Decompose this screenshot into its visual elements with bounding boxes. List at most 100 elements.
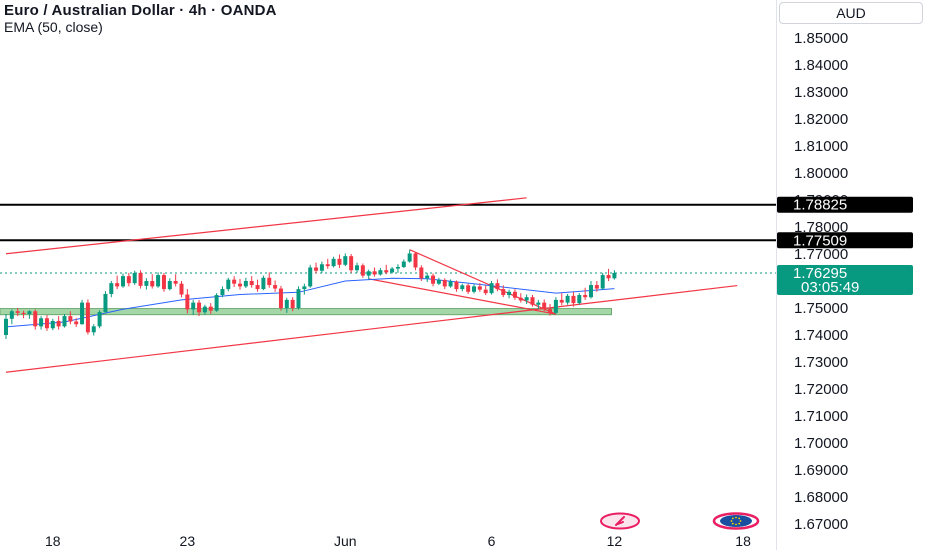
candle bbox=[355, 262, 359, 273]
level-price-label: 1.77509 bbox=[793, 232, 847, 249]
symbol-title[interactable]: Euro / Australian Dollar · 4h · OANDA bbox=[4, 2, 277, 19]
candle-body bbox=[80, 302, 85, 325]
candle-body bbox=[115, 283, 120, 287]
time-axis[interactable]: 18 23 Jun 6 12 18 bbox=[45, 533, 751, 549]
candle-body bbox=[21, 312, 26, 314]
candle bbox=[278, 285, 283, 311]
candle bbox=[489, 281, 494, 295]
candle-body bbox=[109, 283, 114, 294]
candle bbox=[571, 291, 576, 307]
candle bbox=[401, 259, 406, 269]
candle bbox=[97, 310, 102, 329]
candle-body bbox=[126, 276, 131, 284]
candle bbox=[553, 297, 558, 314]
candle bbox=[384, 264, 389, 275]
candle-body bbox=[413, 253, 418, 268]
candle-body bbox=[156, 275, 161, 287]
candle bbox=[536, 299, 541, 310]
candle-body bbox=[384, 270, 389, 273]
candle bbox=[144, 278, 149, 290]
candle bbox=[121, 273, 125, 288]
candle bbox=[80, 299, 85, 325]
price-tick-label: 1.78000 bbox=[794, 219, 848, 236]
candle bbox=[220, 286, 225, 298]
candle bbox=[261, 275, 266, 291]
candle-body bbox=[583, 295, 588, 298]
candle-body bbox=[39, 318, 44, 327]
price-tick-label: 1.72000 bbox=[794, 381, 848, 398]
trendline bbox=[5, 197, 527, 255]
candle bbox=[442, 278, 447, 290]
time-tick-label: 18 bbox=[45, 533, 61, 549]
candle-body bbox=[296, 289, 301, 308]
tv-logo-icon[interactable] bbox=[598, 512, 642, 530]
candle bbox=[360, 263, 365, 278]
candle bbox=[512, 289, 517, 300]
candle-body bbox=[220, 289, 225, 296]
candle bbox=[115, 275, 120, 290]
candle bbox=[431, 273, 436, 287]
candle-body bbox=[343, 256, 348, 265]
price-tick-label: 1.73000 bbox=[794, 354, 848, 371]
time-tick-label: 6 bbox=[488, 533, 496, 549]
candle bbox=[126, 272, 131, 287]
support-zone bbox=[0, 308, 612, 316]
candle-body bbox=[331, 258, 336, 267]
candle-body bbox=[495, 283, 500, 290]
candle bbox=[44, 315, 49, 331]
price-tick-label: 1.68000 bbox=[794, 489, 848, 506]
candle bbox=[419, 265, 424, 281]
candle bbox=[202, 304, 207, 315]
candle-body bbox=[97, 312, 102, 327]
candle bbox=[518, 293, 523, 303]
candle-body bbox=[466, 285, 471, 292]
time-tick-label: 12 bbox=[607, 533, 623, 549]
candle-body bbox=[360, 265, 365, 276]
candle bbox=[594, 281, 599, 292]
candle-body bbox=[577, 295, 582, 304]
price-tick-label: 1.84000 bbox=[794, 57, 848, 74]
candle bbox=[109, 281, 114, 298]
candle bbox=[343, 253, 348, 267]
currency-button[interactable]: AUD bbox=[779, 2, 923, 24]
candle-body bbox=[553, 299, 558, 313]
candle-body bbox=[278, 288, 283, 308]
indicator-label[interactable]: EMA (50, close) bbox=[4, 19, 103, 35]
candle-body bbox=[284, 299, 289, 308]
candle-body bbox=[536, 302, 541, 305]
candle-body bbox=[571, 295, 576, 304]
eu-flag-icon[interactable] bbox=[712, 512, 760, 530]
candle-body bbox=[197, 302, 202, 313]
candle bbox=[308, 264, 313, 288]
candle-body bbox=[530, 297, 535, 305]
candle-body bbox=[68, 316, 73, 322]
candle bbox=[85, 299, 90, 335]
candle bbox=[132, 270, 137, 285]
price-tick-label: 1.69000 bbox=[794, 462, 848, 479]
time-tick-label: 18 bbox=[735, 533, 751, 549]
candle-body bbox=[91, 326, 96, 333]
candle bbox=[530, 295, 535, 307]
candle-body bbox=[167, 281, 172, 290]
candle-body bbox=[395, 266, 400, 269]
candle-body bbox=[15, 311, 20, 313]
candle-body bbox=[132, 272, 137, 284]
candle-body bbox=[372, 271, 377, 275]
candle bbox=[21, 310, 26, 319]
price-tick-label: 1.71000 bbox=[794, 408, 848, 425]
candle-body bbox=[273, 285, 278, 289]
candle bbox=[413, 251, 418, 271]
candle bbox=[425, 272, 430, 283]
candle-body bbox=[589, 285, 593, 298]
candle bbox=[314, 262, 319, 274]
candle bbox=[33, 309, 38, 330]
level-price-badge bbox=[777, 232, 913, 249]
candle bbox=[138, 270, 143, 289]
candle-body bbox=[308, 267, 313, 287]
candle bbox=[577, 293, 582, 305]
candle bbox=[150, 274, 155, 289]
candle bbox=[185, 289, 190, 314]
price-tick-label: 1.85000 bbox=[794, 30, 848, 47]
candle bbox=[9, 309, 14, 325]
